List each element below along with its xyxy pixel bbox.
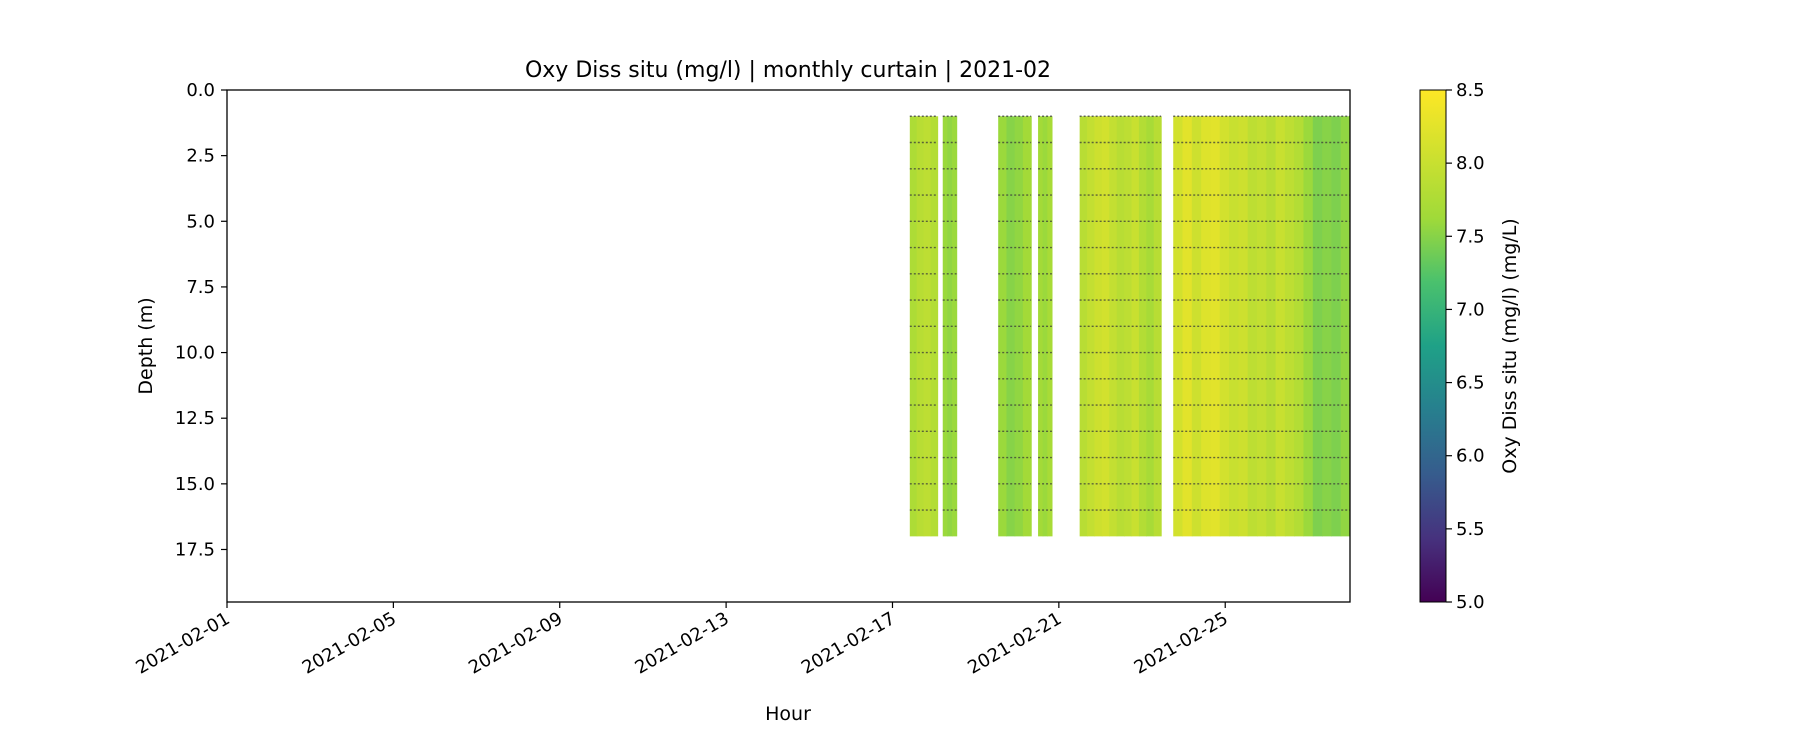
curtain-cell [1303, 116, 1314, 537]
y-axis-label: Depth (m) [135, 297, 157, 394]
colorbar-tick-label: 6.5 [1456, 373, 1485, 394]
x-tick-label: 2021-02-13 [632, 608, 733, 678]
colorbar-gradient [1419, 89, 1447, 603]
colorbar-tick-label: 6.0 [1456, 446, 1485, 467]
curtain-cell [1210, 116, 1221, 537]
curtain-cell [1247, 116, 1258, 537]
curtain-cell [1331, 116, 1342, 537]
curtain-cell [1038, 116, 1044, 537]
y-tick-label: 15.0 [175, 474, 215, 495]
curtain-cell [909, 116, 918, 537]
curtain-cell [1191, 116, 1202, 537]
chart-title: Oxy Diss situ (mg/l) | monthly curtain |… [525, 58, 1051, 83]
x-tick-label: 2021-02-25 [1131, 608, 1232, 678]
curtain-cell [942, 116, 948, 537]
y-tick-label: 12.5 [175, 408, 215, 429]
colorbar-tick-label: 8.5 [1456, 80, 1485, 101]
plot-frame [226, 89, 1351, 603]
curtain-cell [1182, 116, 1193, 537]
curtain-cell [1047, 116, 1053, 537]
curtain-cell [1238, 116, 1249, 537]
curtain-cell [1094, 116, 1103, 537]
curtain-cell [1146, 116, 1155, 537]
curtain-cell [947, 116, 953, 537]
y-tick-label: 10.0 [175, 343, 215, 364]
curtain-cell [1101, 116, 1110, 537]
curtain-cell [1042, 116, 1048, 537]
plot-area [226, 89, 1351, 603]
plot-background [227, 90, 1350, 602]
x-axis-label: Hour [765, 703, 811, 725]
curtain-cell [1131, 116, 1140, 537]
curtain-cell [916, 116, 925, 537]
curtain-cell [1138, 116, 1147, 537]
curtain-cell [1219, 116, 1230, 537]
x-tick-label: 2021-02-05 [299, 608, 400, 678]
colorbar-tick-label: 7.5 [1456, 226, 1485, 247]
y-tick-label: 7.5 [186, 277, 215, 298]
x-tick-label: 2021-02-21 [964, 608, 1065, 678]
colorbar-tick-label: 8.0 [1456, 153, 1485, 174]
x-tick-label: 2021-02-01 [132, 608, 233, 678]
x-axis: 2021-02-01 2021-02-05 2021-02-09 2021-02-13… [132, 602, 1232, 679]
y-tick-label: 0.0 [186, 80, 215, 101]
y-tick-label: 5.0 [186, 211, 215, 232]
sensor-depth-lines [909, 115, 1350, 511]
x-tick-label: 2021-02-17 [798, 608, 899, 678]
curtain-cell [951, 116, 958, 537]
y-tick-label: 2.5 [186, 146, 215, 167]
curtain-cell [1087, 116, 1096, 537]
curtain-cell [1153, 116, 1162, 537]
y-tick-label: 17.5 [175, 539, 215, 560]
colorbar-ticks: 5.0 5.5 6.0 6.5 7.0 7.5 8.0 8.5 [1446, 80, 1485, 613]
x-tick-label: 2021-02-09 [465, 608, 566, 678]
colorbar-tick-label: 5.5 [1456, 519, 1485, 540]
colorbar-label: Oxy Diss situ (mg/l) (mg/L) [1499, 218, 1521, 473]
curtain-cell [1275, 116, 1286, 537]
colorbar-tick-label: 5.0 [1456, 592, 1485, 613]
colorbar-tick-label: 7.0 [1456, 299, 1485, 320]
y-axis: 0.0 2.5 5.0 7.5 10.0 12.5 15.0 17.5 [175, 80, 227, 560]
colorbar: 5.0 5.5 6.0 6.5 7.0 7.5 8.0 8.5 Oxy Diss situ (… [1419, 80, 1521, 613]
